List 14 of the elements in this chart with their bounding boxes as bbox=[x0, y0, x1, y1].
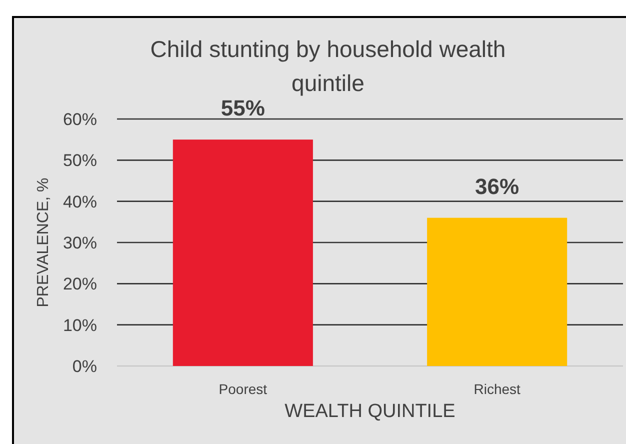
data-label: 36% bbox=[475, 174, 520, 199]
data-label: 55% bbox=[220, 96, 265, 121]
y-tick-label: 60% bbox=[62, 110, 97, 129]
y-tick-label: 0% bbox=[72, 356, 97, 376]
y-tick-label: 10% bbox=[62, 316, 97, 335]
y-tick-label: 20% bbox=[62, 274, 97, 294]
x-axis-title: WEALTH QUINTILE bbox=[284, 401, 456, 422]
y-tick-label: 30% bbox=[62, 233, 97, 252]
x-tick-label: Poorest bbox=[218, 380, 268, 397]
chart-title: Child stunting by household wealth quintile bbox=[150, 36, 506, 96]
y-tick-label: 40% bbox=[62, 192, 97, 212]
y-axis-title: PREVALENCE, % bbox=[35, 178, 52, 308]
y-tick-label: 50% bbox=[62, 151, 97, 170]
x-tick-label: Richest bbox=[474, 380, 521, 397]
